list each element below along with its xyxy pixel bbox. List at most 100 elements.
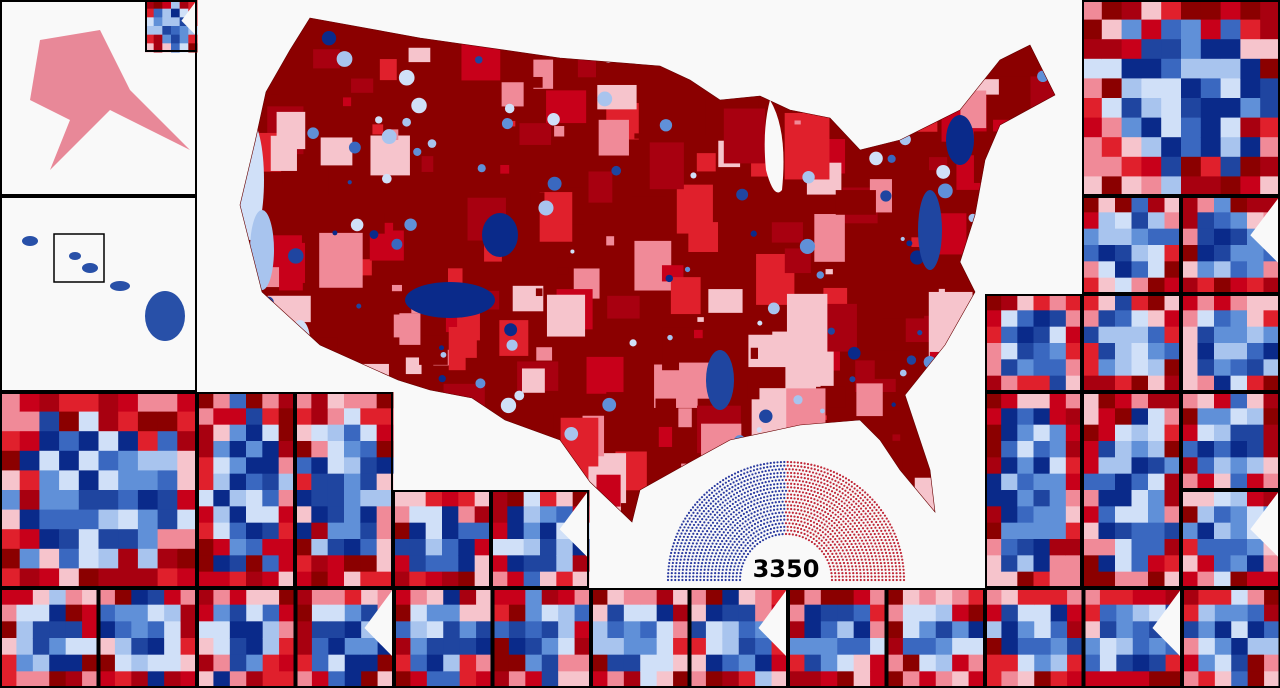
seat-diagram bbox=[666, 460, 906, 582]
county bbox=[1220, 117, 1241, 138]
county bbox=[328, 638, 346, 656]
seat bbox=[687, 511, 691, 514]
county bbox=[59, 411, 80, 432]
county bbox=[1161, 39, 1182, 60]
metro-county bbox=[799, 238, 816, 254]
seat bbox=[853, 533, 856, 536]
county bbox=[539, 192, 573, 242]
county bbox=[1098, 343, 1116, 360]
county bbox=[82, 654, 99, 672]
county bbox=[1230, 196, 1248, 213]
seat bbox=[869, 512, 872, 515]
seat bbox=[830, 502, 833, 505]
county bbox=[409, 555, 427, 573]
seat bbox=[795, 501, 798, 504]
county bbox=[722, 621, 740, 639]
seat bbox=[855, 572, 858, 575]
seat bbox=[748, 485, 751, 489]
county bbox=[474, 539, 492, 556]
county bbox=[558, 621, 576, 639]
metro-county bbox=[802, 170, 815, 184]
seat bbox=[719, 493, 723, 496]
county bbox=[535, 288, 543, 297]
county bbox=[1197, 294, 1215, 311]
county bbox=[1098, 555, 1116, 573]
seat bbox=[877, 511, 880, 514]
seat bbox=[837, 515, 840, 518]
seat bbox=[781, 522, 784, 525]
county bbox=[1001, 671, 1019, 688]
county bbox=[804, 638, 822, 656]
county bbox=[213, 506, 231, 524]
seat bbox=[841, 510, 844, 513]
seat bbox=[696, 501, 699, 504]
seat bbox=[886, 526, 889, 529]
county bbox=[1099, 638, 1117, 656]
metro-county bbox=[438, 345, 445, 351]
seat bbox=[866, 498, 869, 501]
seat bbox=[688, 572, 691, 575]
seat bbox=[890, 545, 893, 548]
seat bbox=[829, 549, 832, 553]
county bbox=[1131, 228, 1149, 246]
county bbox=[118, 568, 139, 589]
island bbox=[82, 263, 98, 273]
seat bbox=[841, 487, 844, 491]
seat bbox=[800, 509, 803, 512]
seat bbox=[858, 516, 861, 519]
county bbox=[1098, 326, 1116, 344]
seat bbox=[762, 499, 766, 503]
county bbox=[788, 671, 805, 688]
county bbox=[508, 654, 526, 672]
seat bbox=[853, 522, 856, 525]
county bbox=[213, 490, 231, 507]
seat bbox=[776, 472, 779, 475]
county bbox=[1197, 539, 1215, 556]
seat bbox=[677, 529, 680, 532]
seat bbox=[868, 530, 871, 533]
seat bbox=[742, 541, 745, 544]
county bbox=[1165, 654, 1183, 672]
seat bbox=[692, 532, 695, 535]
seat bbox=[815, 472, 818, 475]
county bbox=[870, 671, 887, 688]
inset-frame bbox=[0, 196, 197, 392]
seat bbox=[825, 503, 828, 506]
seat bbox=[756, 509, 759, 512]
seat bbox=[841, 572, 844, 575]
seat bbox=[762, 466, 765, 469]
county bbox=[1033, 294, 1051, 311]
seat bbox=[783, 460, 786, 464]
county bbox=[1121, 19, 1142, 40]
seat bbox=[729, 523, 732, 526]
county bbox=[177, 392, 198, 413]
seat bbox=[862, 565, 865, 568]
county bbox=[1230, 359, 1248, 377]
county bbox=[591, 604, 608, 622]
seat bbox=[877, 575, 880, 578]
seat bbox=[849, 533, 852, 537]
seat bbox=[766, 473, 769, 476]
seat bbox=[729, 555, 732, 558]
county bbox=[1115, 490, 1132, 507]
county bbox=[213, 408, 231, 426]
county bbox=[1049, 506, 1067, 524]
seat bbox=[892, 529, 895, 532]
seat bbox=[766, 495, 769, 498]
seat bbox=[733, 540, 736, 543]
county bbox=[361, 588, 379, 606]
seat bbox=[713, 578, 716, 582]
county bbox=[1181, 156, 1202, 177]
county bbox=[1141, 58, 1162, 79]
seat bbox=[899, 575, 902, 578]
seat bbox=[737, 516, 740, 519]
county bbox=[474, 571, 492, 589]
seat bbox=[754, 472, 757, 475]
metro-county bbox=[597, 91, 613, 107]
county bbox=[1001, 506, 1018, 524]
county bbox=[1033, 392, 1051, 409]
county bbox=[673, 638, 690, 656]
county bbox=[1200, 137, 1222, 158]
county bbox=[376, 408, 394, 426]
seat bbox=[721, 511, 724, 514]
